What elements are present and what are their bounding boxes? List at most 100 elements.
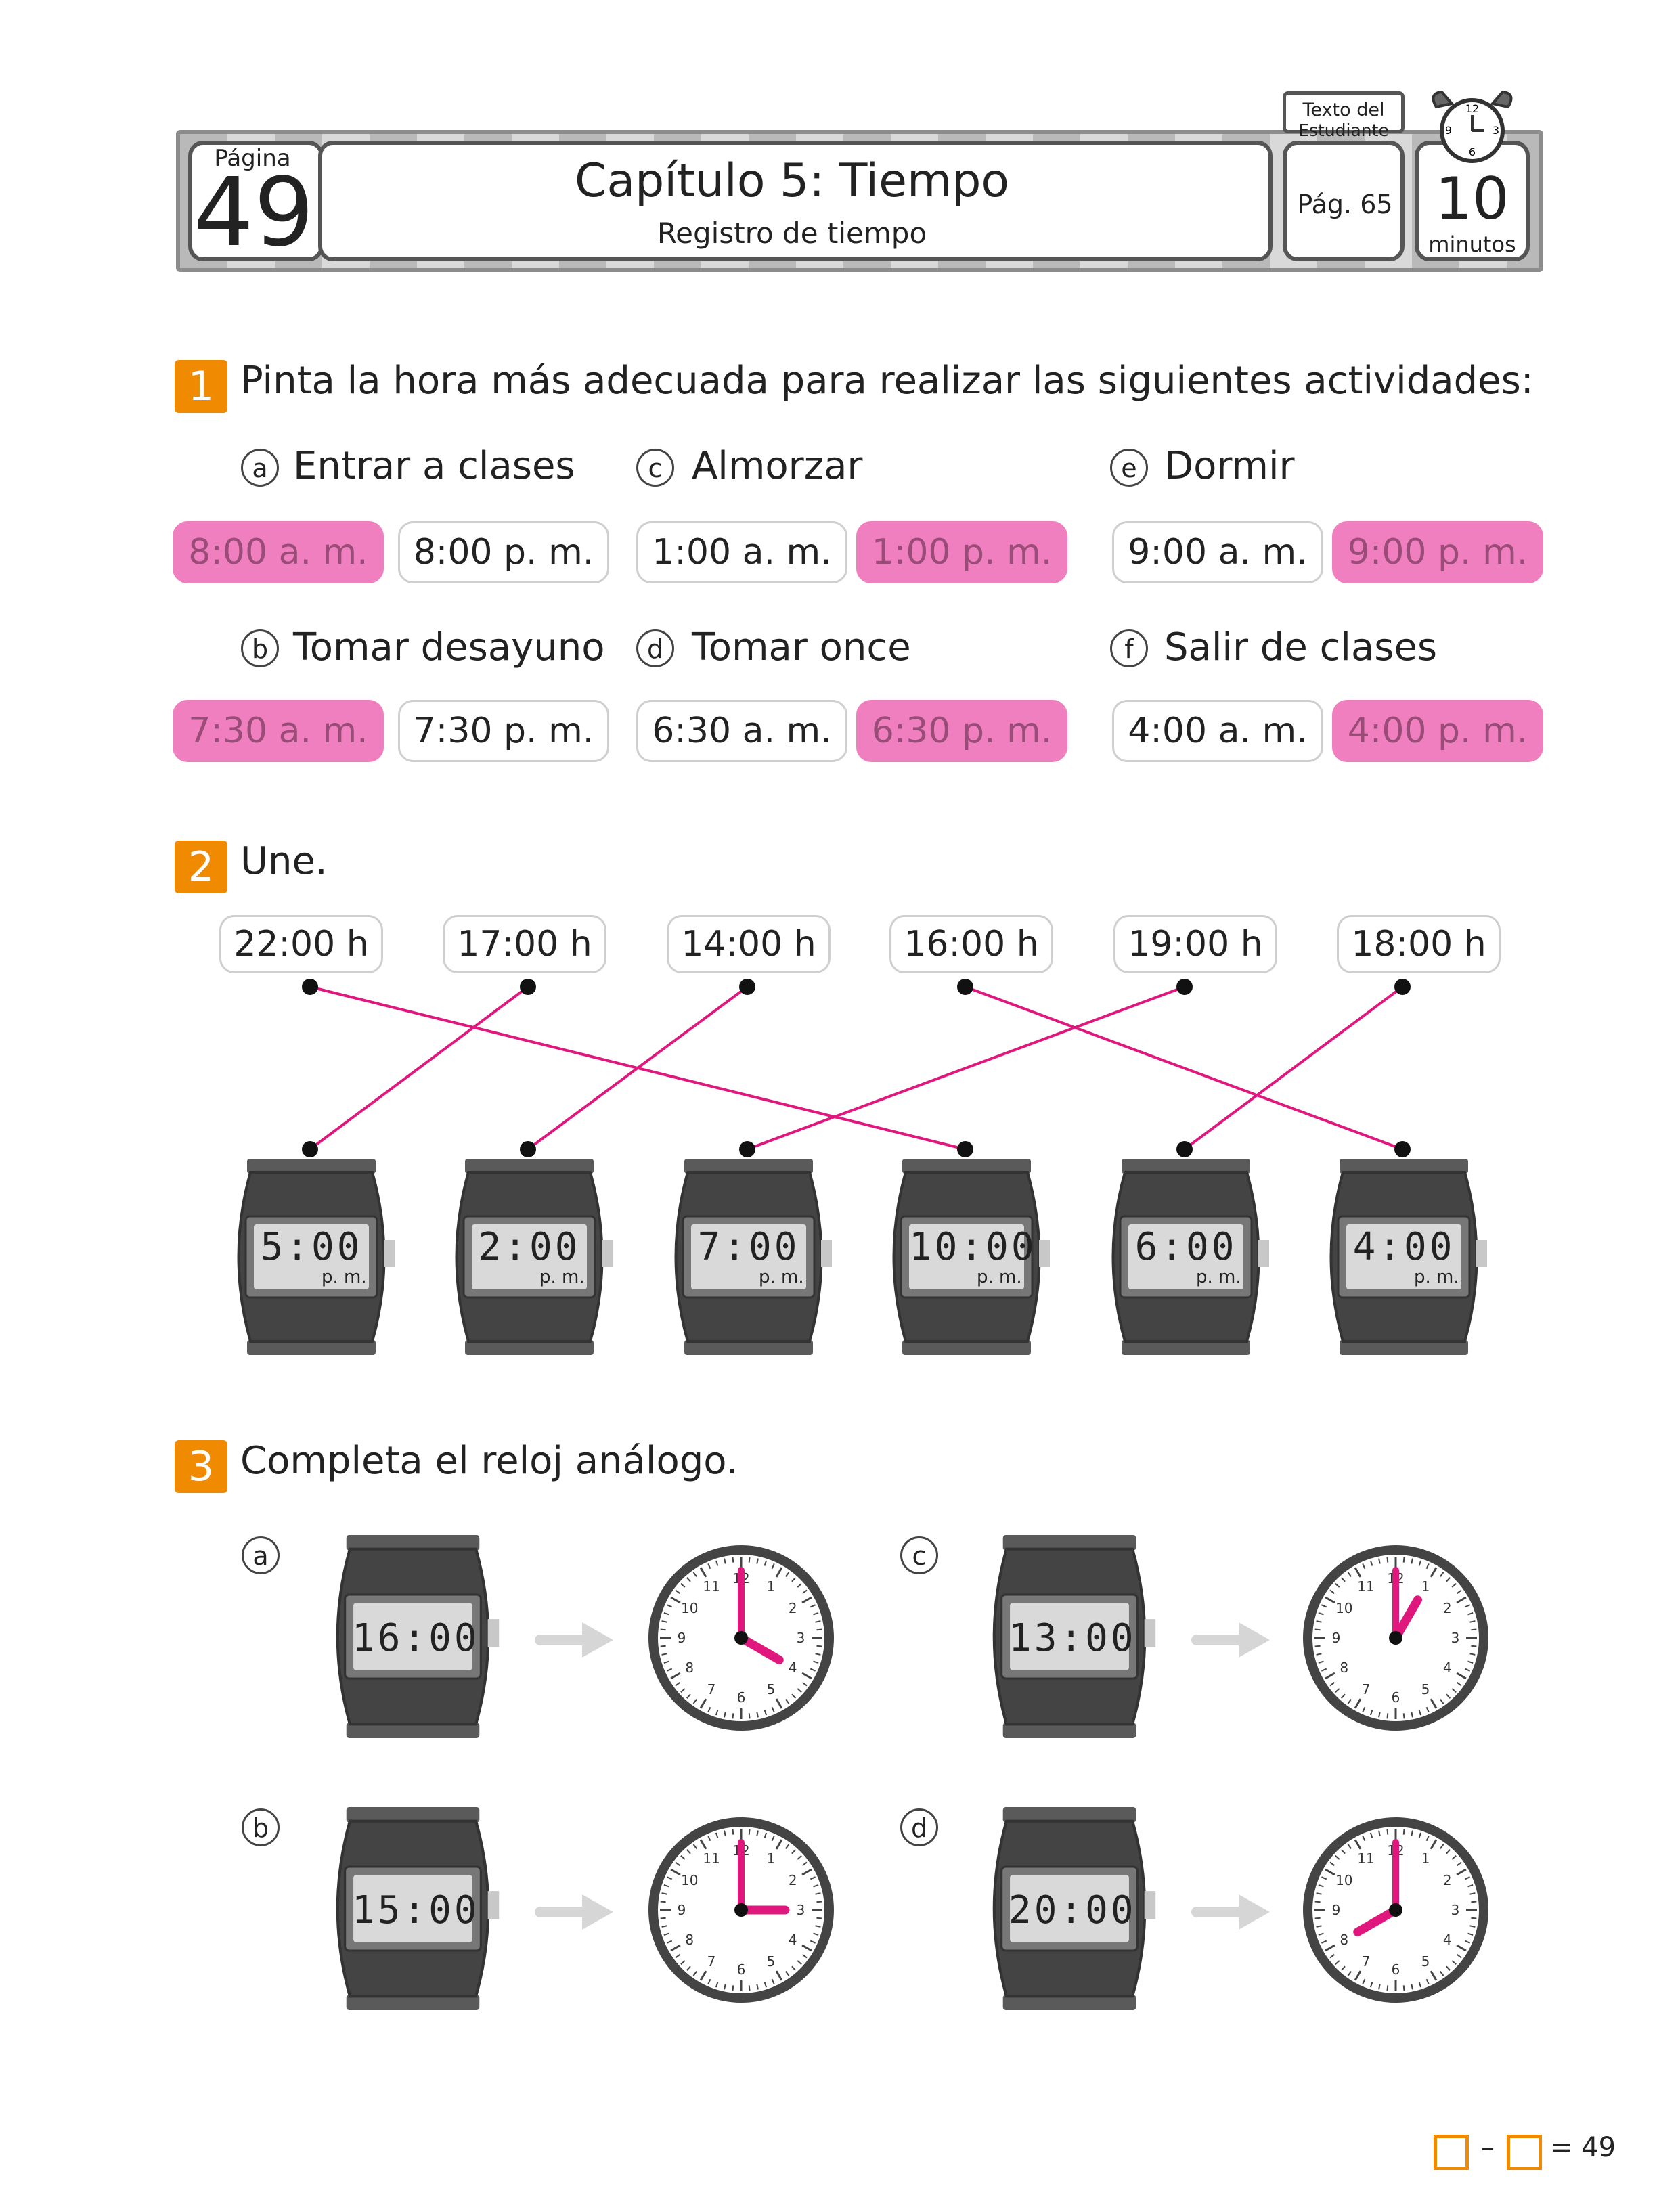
- ex3-analog-clock-a[interactable]: 123456789101112: [646, 1543, 836, 1735]
- svg-text:3: 3: [1451, 1630, 1460, 1646]
- alarm-clock-icon: 12 3 6 9: [1432, 90, 1513, 163]
- watch-suffix: p. m.: [977, 1267, 1022, 1287]
- svg-text:6: 6: [1469, 146, 1476, 158]
- digital-watch-6: 4:00 p. m.: [1319, 1159, 1488, 1358]
- top-dot-1: [302, 979, 318, 995]
- activity-label-e: Dormir: [1164, 444, 1295, 488]
- footer-minus: –: [1481, 2132, 1495, 2163]
- ex3-analog-clock-b[interactable]: 123456789101112: [646, 1815, 836, 2007]
- arrow-right-icon: [535, 1894, 613, 1930]
- watch-body-icon: [1329, 1159, 1487, 1355]
- time-box-4: 16:00 h: [889, 915, 1053, 973]
- svg-text:9: 9: [1332, 1902, 1341, 1918]
- title-box: [318, 141, 1273, 261]
- svg-text:10: 10: [1335, 1872, 1352, 1888]
- footer-answer-box-2[interactable]: [1507, 2135, 1542, 2170]
- ex3-analog-clock-d[interactable]: 123456789101112: [1301, 1815, 1490, 2007]
- option-c-pm[interactable]: 1:00 p. m.: [856, 521, 1067, 583]
- svg-text:7: 7: [1362, 1681, 1371, 1697]
- time-box-2: 17:00 h: [443, 915, 606, 973]
- svg-text:7: 7: [707, 1681, 716, 1697]
- arrow-right-icon: [1191, 1894, 1270, 1930]
- book-label-line2: Estudiante: [1298, 120, 1389, 140]
- watch-body-icon: [336, 1807, 500, 2010]
- svg-text:5: 5: [1421, 1681, 1430, 1697]
- chapter-subtitle: Registro de tiempo: [657, 217, 927, 250]
- svg-text:3: 3: [797, 1902, 805, 1918]
- watch-body-icon: [336, 1535, 500, 1738]
- watch-body-icon: [892, 1159, 1050, 1355]
- option-b-pm[interactable]: 7:30 p. m.: [398, 700, 609, 762]
- top-dot-6: [1394, 979, 1411, 995]
- svg-text:7: 7: [1362, 1953, 1371, 1970]
- svg-text:10: 10: [1335, 1600, 1352, 1616]
- svg-text:10: 10: [681, 1872, 698, 1888]
- svg-text:11: 11: [703, 1578, 720, 1595]
- hour-hand: [1353, 1905, 1400, 1936]
- top-dot-5: [1176, 979, 1193, 995]
- match-line-6: [1183, 985, 1404, 1151]
- svg-text:5: 5: [767, 1953, 776, 1970]
- match-line-5: [747, 985, 1185, 1151]
- svg-text:6: 6: [737, 1961, 746, 1978]
- ex3-letter-a: a: [242, 1536, 280, 1574]
- option-e-am[interactable]: 9:00 a. m.: [1112, 521, 1323, 583]
- watch-time: 13:00: [1009, 1616, 1136, 1660]
- option-d-pm[interactable]: 6:30 p. m.: [856, 700, 1067, 762]
- svg-text:2: 2: [1443, 1872, 1452, 1888]
- option-a-pm[interactable]: 8:00 p. m.: [398, 521, 609, 583]
- ex3-letter-d: d: [900, 1808, 938, 1846]
- option-d-am[interactable]: 6:30 a. m.: [636, 700, 847, 762]
- watch-time: 5:00: [260, 1225, 363, 1269]
- activity-label-f: Salir de clases: [1164, 625, 1438, 669]
- bottom-dot-3: [739, 1141, 755, 1157]
- item-letter-a: a: [241, 449, 279, 487]
- top-dot-3: [739, 979, 755, 995]
- exercise-2-instruction: Une.: [240, 839, 328, 883]
- watch-time: 20:00: [1009, 1888, 1136, 1932]
- book-label-line1: Texto del: [1302, 99, 1385, 120]
- analog-clock-icon: 123456789101112: [648, 1545, 834, 1731]
- time-box-5: 19:00 h: [1113, 915, 1277, 973]
- page-label: Página: [214, 145, 291, 172]
- watch-body-icon: [237, 1159, 395, 1355]
- minutes-value: 10: [1435, 165, 1509, 233]
- svg-text:6: 6: [737, 1689, 746, 1706]
- svg-text:9: 9: [1332, 1630, 1341, 1646]
- option-f-am[interactable]: 4:00 a. m.: [1112, 700, 1323, 762]
- footer-answer-box-1[interactable]: [1434, 2135, 1469, 2170]
- ex3-analog-clock-c[interactable]: 123456789101112: [1301, 1543, 1490, 1735]
- page-ref-box: [1283, 141, 1405, 261]
- match-line-4: [965, 985, 1403, 1151]
- svg-text:6: 6: [1392, 1961, 1400, 1978]
- analog-clock-icon: 123456789101112: [1303, 1817, 1488, 2003]
- ex3-digital-watch-c: 13:00: [981, 1535, 1157, 1741]
- bottom-dot-2: [520, 1141, 536, 1157]
- option-b-am[interactable]: 7:30 a. m.: [173, 700, 384, 762]
- ex3-letter-b: b: [242, 1808, 280, 1846]
- svg-text:6: 6: [1392, 1689, 1400, 1706]
- page-reference: Pág. 65: [1297, 190, 1393, 219]
- option-e-pm[interactable]: 9:00 p. m.: [1332, 521, 1543, 583]
- svg-text:4: 4: [789, 1932, 797, 1948]
- svg-text:3: 3: [797, 1630, 805, 1646]
- bottom-dots: [302, 1141, 1411, 1157]
- svg-text:8: 8: [685, 1660, 694, 1676]
- svg-text:1: 1: [767, 1578, 776, 1595]
- option-f-pm[interactable]: 4:00 p. m.: [1332, 700, 1543, 762]
- activity-label-a: Entrar a clases: [293, 444, 575, 488]
- option-a-am[interactable]: 8:00 a. m.: [173, 521, 384, 583]
- match-line-2: [309, 985, 529, 1151]
- exercise-1-instruction: Pinta la hora más adecuada para realizar…: [240, 359, 1534, 403]
- exercise-number-1: 1: [175, 360, 227, 413]
- time-box-3: 14:00 h: [667, 915, 831, 973]
- svg-text:11: 11: [1357, 1578, 1374, 1595]
- watch-suffix: p. m.: [1196, 1267, 1241, 1287]
- svg-text:9: 9: [678, 1902, 686, 1918]
- svg-text:11: 11: [1357, 1850, 1374, 1867]
- svg-text:1: 1: [767, 1850, 776, 1867]
- svg-text:4: 4: [1443, 1660, 1452, 1676]
- option-c-am[interactable]: 1:00 a. m.: [636, 521, 847, 583]
- item-letter-e: e: [1110, 449, 1148, 487]
- minutes-label: minutos: [1428, 231, 1516, 257]
